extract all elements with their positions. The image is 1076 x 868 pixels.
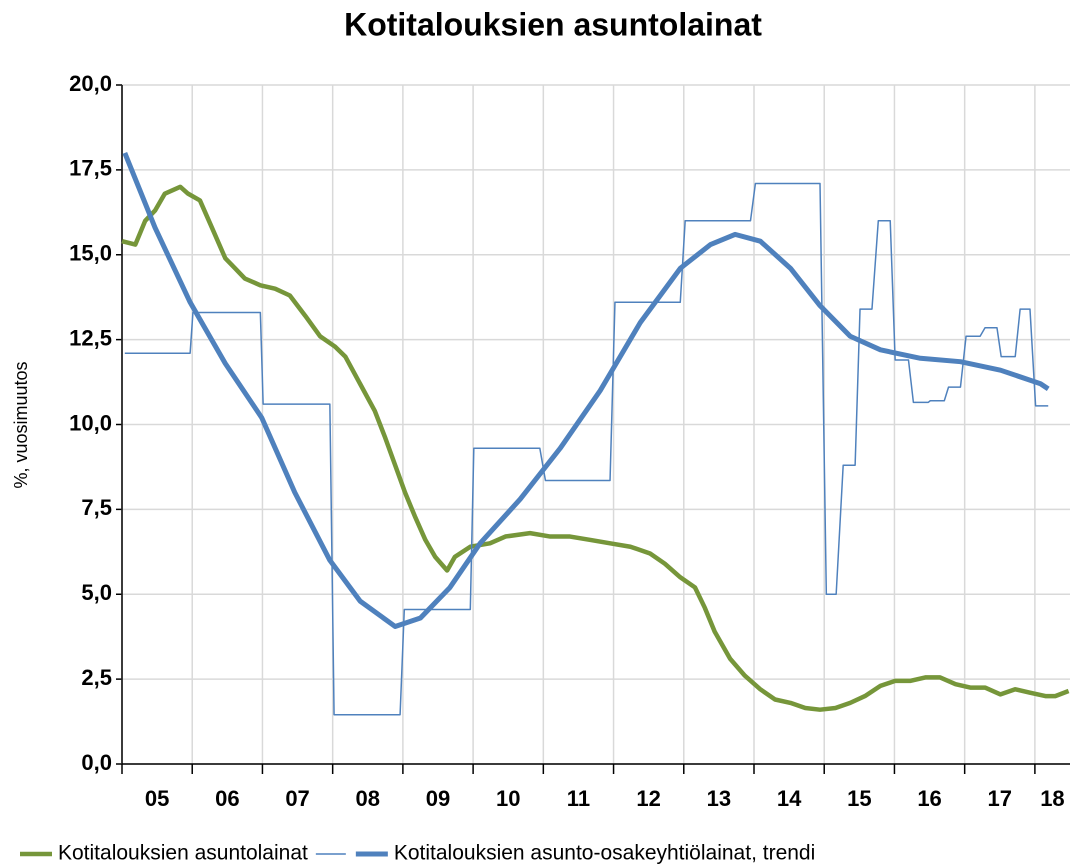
y-axis-label: %, vuosimuutos: [11, 361, 31, 488]
x-tick-label: 08: [356, 786, 380, 811]
x-tick-label: 12: [636, 786, 660, 811]
y-tick-label: 15,0: [69, 241, 112, 266]
y-tick-label: 0,0: [81, 750, 112, 775]
series-line: [122, 151, 1050, 630]
y-tick-label: 2,5: [81, 665, 112, 690]
x-tick-label: 15: [847, 786, 871, 811]
x-tick-label: 09: [426, 786, 450, 811]
x-tick-label: 10: [496, 786, 520, 811]
y-tick-label: 20,0: [69, 71, 112, 96]
x-tick-label: 05: [145, 786, 169, 811]
y-tick-label: 12,5: [69, 325, 112, 350]
y-tick-label: 17,5: [69, 156, 112, 181]
x-tick-label: 13: [707, 786, 731, 811]
x-tick-label: 06: [215, 786, 239, 811]
chart-title: Kotitalouksien asuntolainat: [344, 6, 762, 42]
series-line: [121, 184, 1070, 712]
y-tick-label: 10,0: [69, 410, 112, 435]
x-tick-label: 16: [917, 786, 941, 811]
y-tick-label: 5,0: [81, 580, 112, 605]
x-tick-label: 14: [777, 786, 802, 811]
x-tick-label: 18: [1040, 786, 1064, 811]
y-tick-label: 7,5: [81, 495, 112, 520]
x-tick-label: 17: [988, 786, 1012, 811]
series-line: [124, 182, 1049, 716]
x-tick-label: 07: [285, 786, 309, 811]
legend-label: Kotitalouksien asunto-osakeyhtiölainat, …: [394, 842, 815, 865]
x-tick-label: 11: [567, 786, 590, 811]
legend-label: Kotitalouksien asuntolainat: [58, 842, 308, 865]
